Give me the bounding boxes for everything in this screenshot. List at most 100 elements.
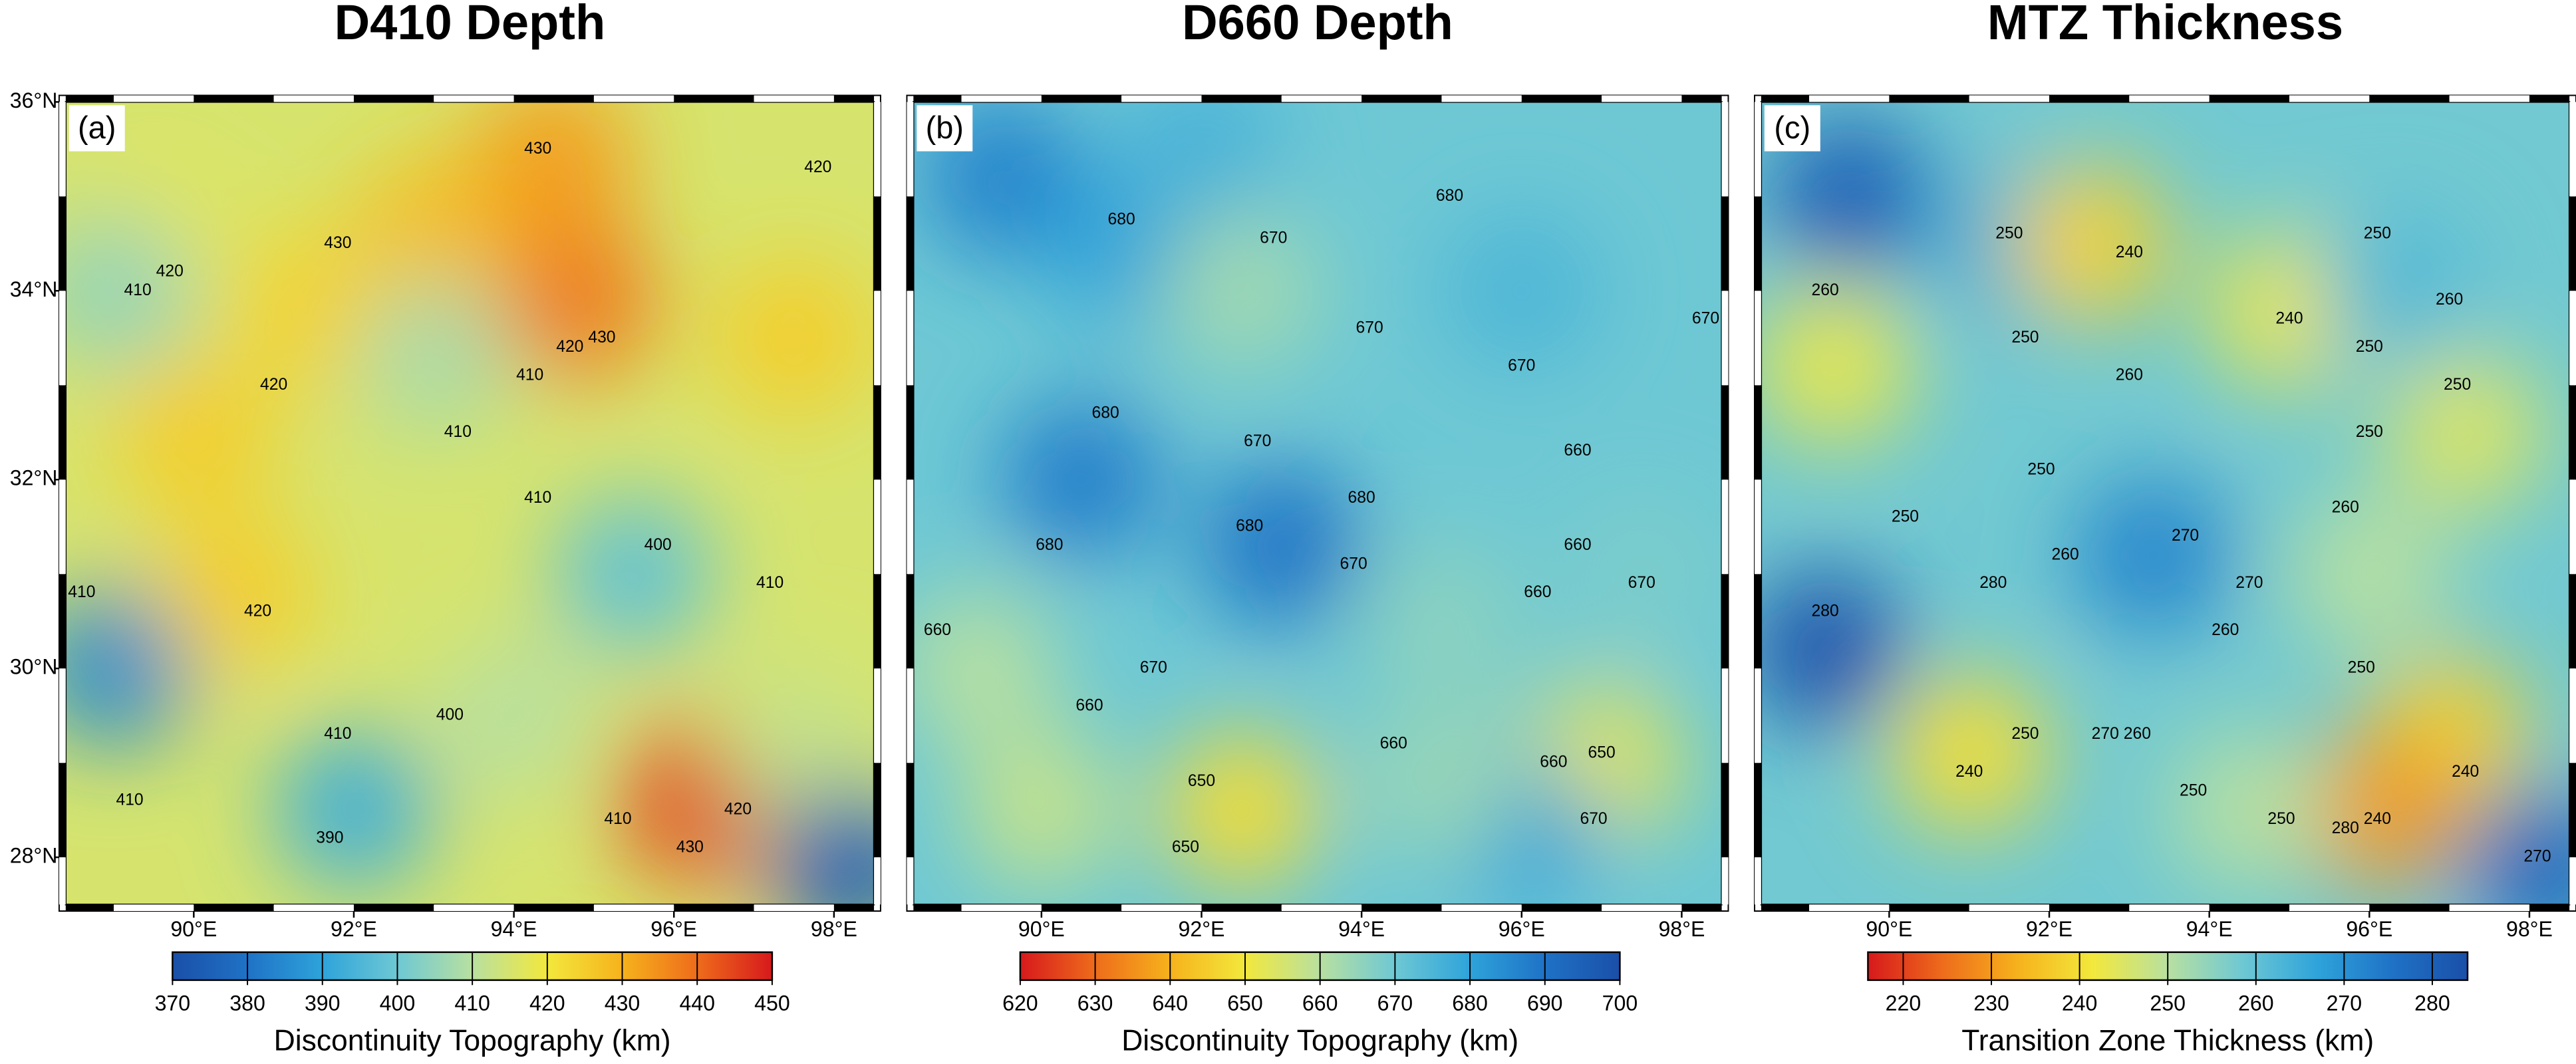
x-tick-label: 98°E [2506,917,2553,941]
x-tick-label: 90°E [1018,917,1065,941]
frame-bar [513,904,594,912]
frame-bar [674,95,754,102]
frame-bar [1721,385,1729,480]
frame-bar [194,95,274,102]
frame-bar [874,291,881,386]
contour-label: 250 [1892,508,1919,526]
contour-label: 250 [2356,423,2383,441]
field-blob [355,155,513,313]
field-blobs [1761,117,2570,905]
frame-bar [59,196,66,291]
frame-bar [1754,385,1761,480]
contour-label: 410 [516,366,543,384]
colorbar-tick-label: 240 [2062,991,2098,1015]
panel-title: D660 Depth [1182,0,1453,50]
frame-bar [2569,479,2576,575]
x-tick-label: 92°E [2026,917,2073,941]
contour-label: 430 [324,234,351,252]
field-blob [1002,400,1161,559]
contour-label: 240 [2364,810,2391,828]
contour-label: 270 [2235,574,2263,592]
frame-bar [907,668,914,763]
colorbar-label: Discontinuity Topography (km) [274,1025,671,1057]
contour-label: 670 [1244,432,1271,450]
frame-bar [1809,95,1890,102]
frame-bar [674,904,754,912]
frame-bar [59,857,66,905]
field-blob [2466,787,2570,905]
field-blob [1122,102,1281,228]
panel-label: (a) [78,110,116,145]
frame-bar [59,385,66,480]
y-tick-label: 32°N [10,466,58,490]
field-blob [715,665,873,823]
frame-bar [2209,95,2289,102]
field-blob [2010,164,2168,323]
frame-bar [2369,95,2450,102]
field-blob [1203,466,1361,625]
field-blob [1770,117,1928,276]
colorbar-tick-label: 650 [1227,991,1263,1015]
contour-label: 420 [156,262,184,280]
contour-label: 250 [2011,725,2039,743]
colorbar-tick-label: 220 [1886,991,1922,1015]
frame-bar [907,102,914,197]
frame-bar [2569,102,2576,197]
field-blob [499,221,657,380]
field-blob [435,636,593,795]
contour-label: 250 [1995,225,2023,243]
frame-bar [907,763,914,858]
frame-bar [2569,668,2576,763]
panel-title: D410 Depth [335,0,606,50]
x-tick-label: 90°E [170,917,217,941]
frame-bar [1361,95,1442,102]
frame-bar [273,904,354,912]
frame-bar [1889,95,1969,102]
field-blob [1761,571,1904,729]
contour-label: 260 [2436,291,2463,309]
frame-bar [2569,385,2576,480]
frame-bar [1889,904,1969,912]
frame-bar [1754,574,1761,669]
colorbar-tick-label: 620 [1002,991,1038,1015]
frame-bar [353,904,434,912]
contour-label: 680 [1092,404,1119,422]
field-blob [355,277,513,436]
field-blobs [65,102,875,905]
contour-label: 660 [1380,734,1407,752]
field-blob [154,513,313,672]
contour-label: 250 [2027,461,2055,479]
contour-label: 250 [2356,338,2383,356]
frame-bar [1521,904,1602,912]
contour-label: 670 [1692,309,1719,327]
panel-label-box [917,105,973,152]
frame-bar [59,479,66,575]
frame-bar [1721,479,1729,575]
contour-label: 410 [116,791,143,809]
contour-label: 650 [1188,772,1215,790]
frame-bar [59,102,66,197]
contour-label: 410 [444,423,472,441]
contour-label: 410 [524,489,551,507]
colorbar-tick-label: 410 [454,991,490,1015]
frame-bar [1721,196,1729,291]
frame-bar [593,95,674,102]
contour-label: 410 [324,725,351,743]
frame-bar [2289,904,2370,912]
field: 680 670 670 680 670 670 680 670 660 660 670 680 680 6… [913,102,1722,905]
panel-label: (c) [1774,110,1810,145]
frame-bar [961,95,1042,102]
x-tick-label: 92°E [331,917,377,941]
field-blob [275,731,433,889]
frame-bar [1754,479,1761,575]
colorbar-tick-label: 420 [529,991,565,1015]
frame-bar [1121,904,1202,912]
contour-label: 420 [244,602,271,620]
frame-bar [2049,904,2130,912]
frame-bar [1721,668,1729,763]
y-tick-label: 30°N [10,655,58,679]
frame-bar [874,574,881,669]
contour-label: 670 [1260,229,1287,247]
frame-bar [59,668,66,763]
frame-bar [754,904,834,912]
